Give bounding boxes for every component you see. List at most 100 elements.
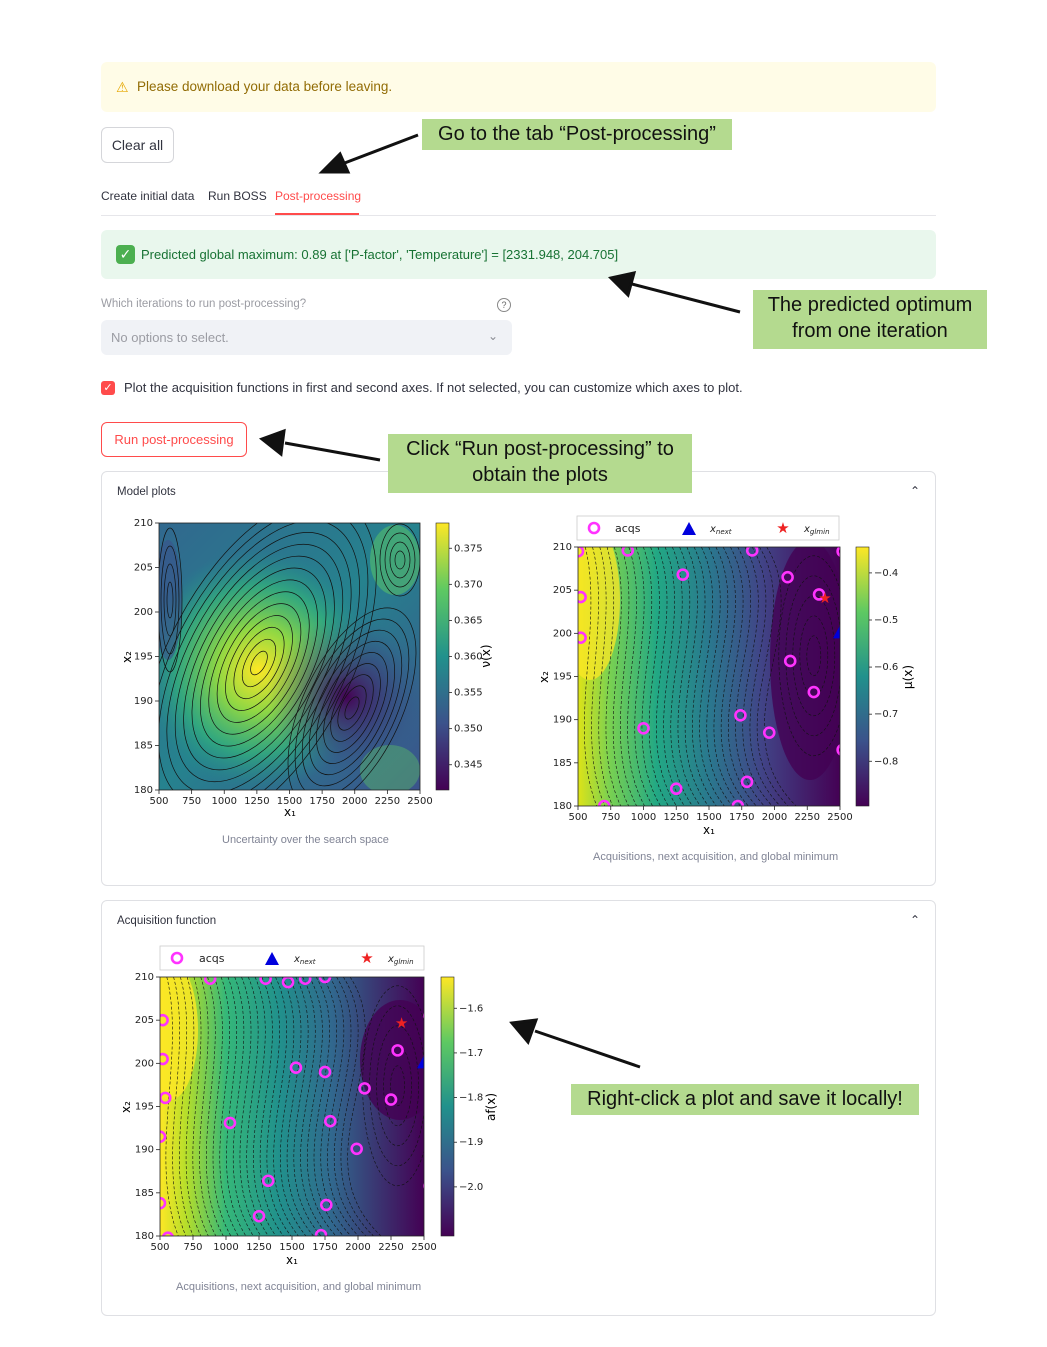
y-axis-label: x₂ <box>119 1101 133 1113</box>
acquisition-point <box>298 977 312 986</box>
x-tick-label: 1500 <box>696 812 721 823</box>
help-icon[interactable]: ? <box>497 298 511 312</box>
acquisitions-caption-2: Acquisitions, next acquisition, and glob… <box>176 1281 422 1293</box>
contour-line <box>166 581 174 619</box>
legend-xnext-marker <box>265 952 279 965</box>
note-optimum: The predicted optimum from one iteration <box>753 290 987 349</box>
x-tick-label: 2500 <box>827 812 852 823</box>
y-tick-label: 205 <box>135 1015 154 1026</box>
acquisition-point <box>836 744 840 756</box>
chevron-down-icon: ⌄ <box>487 329 498 343</box>
global-minimum-marker: ★ <box>818 589 831 607</box>
contour-line <box>266 977 292 1236</box>
expander-title-model-plots[interactable]: Model plots <box>117 486 176 498</box>
acquisition-point <box>314 1228 328 1236</box>
x-tick-label: 2250 <box>795 812 820 823</box>
x-tick-label: 1500 <box>279 1242 304 1253</box>
checkbox-label: Plot the acquisition functions in first … <box>124 380 743 395</box>
x-tick-label: 1000 <box>212 796 237 807</box>
acquisition-point <box>422 1182 424 1190</box>
y-tick-label: 180 <box>135 1231 154 1242</box>
expander-title-acquisition-function[interactable]: Acquisition function <box>117 915 217 927</box>
acquisition-point <box>578 590 587 604</box>
acquisition-point <box>350 1142 363 1156</box>
contour-line <box>306 977 337 1236</box>
x-tick-label: 1000 <box>631 812 656 823</box>
contour-line <box>337 685 367 731</box>
y-tick-label: 200 <box>553 628 572 639</box>
contour-line <box>330 674 374 742</box>
plot-axes-checkbox[interactable]: ✓ <box>101 381 115 395</box>
y-tick-label: 210 <box>553 542 572 553</box>
acquisition-point <box>637 721 650 735</box>
contour-line <box>300 977 329 1236</box>
contour-line <box>591 547 606 806</box>
y-tick-label: 180 <box>553 801 572 812</box>
y-tick-label: 200 <box>134 607 153 618</box>
colorbar-tick-label: −0.4 <box>874 568 898 579</box>
acquisition-point <box>203 977 217 986</box>
y-tick-label: 190 <box>553 715 572 726</box>
y-tick-label: 210 <box>134 518 153 529</box>
contour-line <box>273 977 299 1236</box>
clear-all-button[interactable]: Clear all <box>101 127 174 163</box>
chevron-up-icon[interactable]: ⌃ <box>909 484 920 498</box>
contour-line <box>226 977 247 1236</box>
y-tick-label: 205 <box>553 585 572 596</box>
contour-line <box>206 977 224 1236</box>
acquisition-point <box>812 588 826 601</box>
contour-line <box>165 977 179 1236</box>
acquisition-point <box>160 1013 169 1027</box>
tab-create-initial-data[interactable]: Create initial data <box>101 189 195 203</box>
contour-line <box>598 547 614 806</box>
global-minimum-marker: ★ <box>395 1014 408 1032</box>
x-tick-label: 2000 <box>762 812 787 823</box>
contour-line <box>699 547 725 806</box>
contour-line <box>179 977 194 1236</box>
contour-line <box>159 523 360 790</box>
contour-line <box>756 547 789 806</box>
x-axis-label: x₁ <box>703 823 715 837</box>
contour-line <box>316 652 388 764</box>
tab-post-processing[interactable]: Post-processing <box>275 189 362 203</box>
y-tick-label: 200 <box>135 1058 154 1069</box>
acquisition-point <box>358 1082 371 1095</box>
acquisition-point <box>323 1114 337 1128</box>
contour-line <box>191 567 327 759</box>
y-tick-label: 195 <box>135 1102 154 1113</box>
contour-line <box>301 629 403 787</box>
run-post-processing-button[interactable]: Run post-processing <box>101 422 247 457</box>
contour-line <box>735 547 765 806</box>
success-text: Predicted global maximum: 0.89 at ['P-fa… <box>141 247 619 262</box>
note-tab: Go to the tab “Post-processing” <box>422 119 732 150</box>
acquisition-point <box>259 977 272 986</box>
legend-xglmin-marker: ★ <box>776 519 789 537</box>
uncertainty-plot: 500 750 1000 1250 1500 1750 2000 2250 2500 180 18… <box>120 518 493 819</box>
x-tick-label: 2500 <box>411 1242 436 1253</box>
x-tick-label: 750 <box>183 1242 202 1253</box>
y-axis-label: x₂ <box>537 671 551 683</box>
chevron-up-icon[interactable]: ⌃ <box>909 913 920 927</box>
contour-line <box>253 977 277 1236</box>
acquisition-point <box>223 1116 237 1130</box>
colorbar-tick-label: −0.5 <box>874 615 898 626</box>
contour-line <box>389 541 411 579</box>
colorbar-tick-label: −1.6 <box>459 1003 483 1014</box>
legend-acqs-marker <box>170 951 184 965</box>
y-tick-label: 195 <box>134 652 153 663</box>
colorbar-tick-label: 0.370 <box>454 579 483 590</box>
tab-run-boss[interactable]: Run BOSS <box>208 189 267 203</box>
colorbar-tick-label: 0.350 <box>454 724 483 735</box>
contour-line <box>347 977 382 1236</box>
note-optimum-line-1: The predicted optimum <box>767 294 973 316</box>
contour-line <box>634 547 653 806</box>
contour-line <box>159 523 369 790</box>
acquisition-point <box>261 1174 275 1188</box>
contour-line <box>313 977 344 1236</box>
iterations-multiselect[interactable]: No options to select. ⌄ <box>101 320 512 355</box>
contour-line <box>294 618 410 790</box>
acquisition-point <box>836 547 840 558</box>
contour-line <box>713 547 741 806</box>
acquisition-point <box>676 568 690 581</box>
colorbar-tick-label: −0.8 <box>874 756 898 767</box>
